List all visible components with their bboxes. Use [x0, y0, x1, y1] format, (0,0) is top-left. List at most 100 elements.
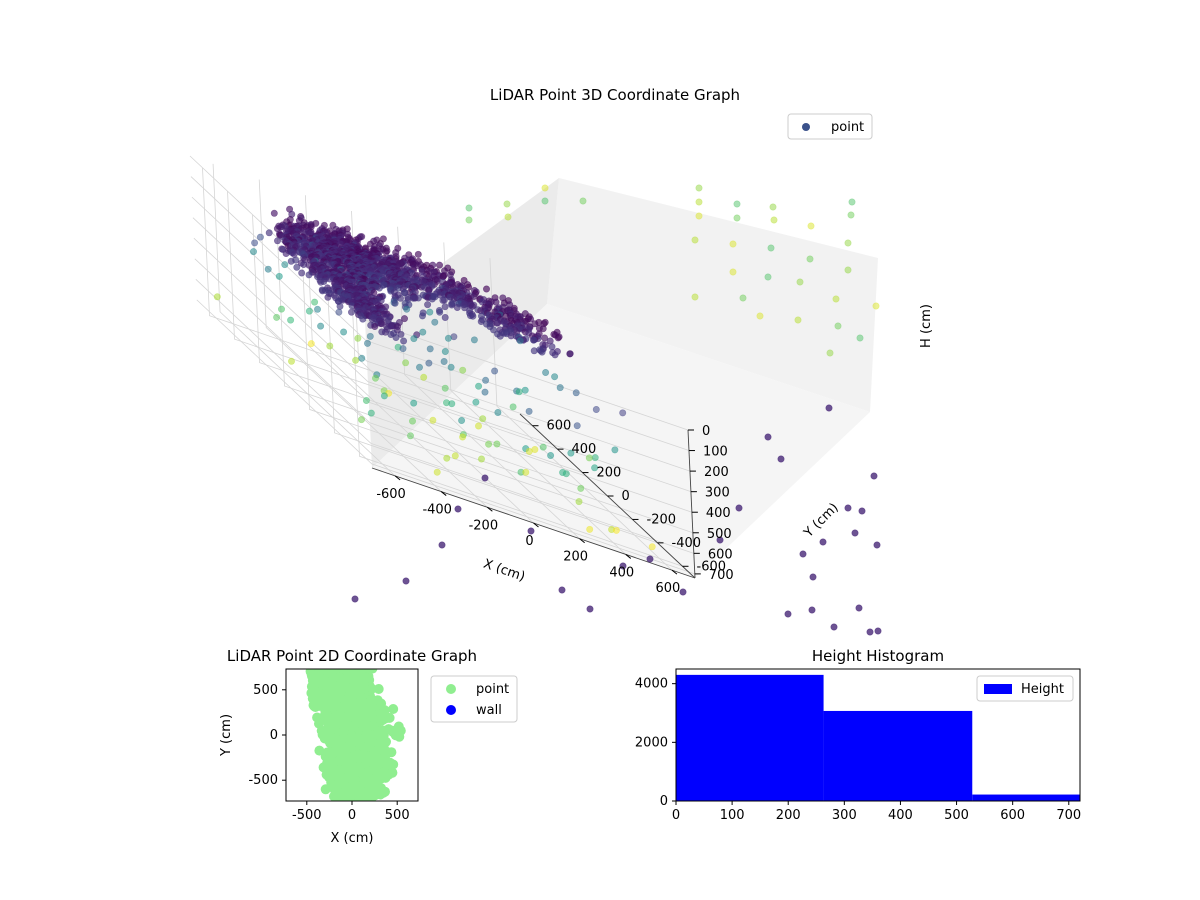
data-point-2d	[328, 764, 339, 775]
data-point-3d	[585, 454, 593, 462]
data-point-3d	[440, 357, 448, 365]
gridline-h	[194, 258, 693, 534]
data-point-2d	[370, 774, 380, 785]
data-point-3d	[577, 484, 585, 492]
data-point-3d	[396, 294, 404, 302]
data-point-3d	[459, 433, 467, 441]
data-point-3d	[509, 403, 517, 411]
data-point-3d	[551, 351, 559, 359]
data-point-3d	[459, 366, 467, 374]
data-point-2d	[393, 721, 404, 732]
data-point-2d	[319, 733, 330, 744]
data-point-3d	[538, 348, 546, 356]
data-point-3d	[504, 213, 512, 221]
data-point-3d	[527, 527, 535, 535]
data-point-3d	[764, 433, 772, 441]
pane-side-wall	[365, 178, 559, 468]
data-point-3d	[834, 322, 842, 330]
data-point-2d	[360, 672, 371, 683]
gridline-y	[327, 284, 658, 544]
data-point-3d	[848, 198, 856, 206]
tick-label-h-3d: 0	[702, 424, 710, 439]
legend-histogram-swatch	[984, 684, 1012, 694]
data-point-3d	[847, 211, 855, 219]
data-point-3d	[530, 336, 538, 344]
y-axis-label-3d: Y (cm)	[801, 500, 842, 541]
data-point-3d	[391, 299, 399, 307]
data-point-3d	[406, 432, 414, 440]
tick-label-x-histogram: 0	[672, 808, 680, 823]
data-point-3d	[441, 313, 449, 321]
tick-label-h-3d: 500	[707, 527, 732, 542]
tick-label-x-histogram: 700	[1056, 808, 1081, 823]
data-point-2d	[349, 736, 360, 747]
legend-histogram-label: Height	[1021, 682, 1064, 697]
data-point-2d	[382, 713, 393, 723]
data-point-3d	[275, 272, 283, 280]
data-point-3d	[367, 409, 375, 417]
data-point-3d	[475, 382, 483, 390]
data-point-3d	[586, 525, 594, 533]
data-point-3d	[539, 325, 547, 333]
legend-3d: point	[787, 113, 873, 140]
data-point-2d	[348, 776, 359, 787]
data-point-3d	[567, 449, 575, 457]
gridline-x	[212, 163, 396, 477]
tick-label-y-histogram: 0	[660, 794, 668, 809]
data-point-3d	[832, 295, 840, 303]
data-point-3d	[380, 392, 388, 400]
data-point-3d	[277, 305, 285, 313]
data-point-2d	[334, 672, 345, 683]
points-2d	[305, 669, 406, 801]
data-point-2d	[357, 713, 368, 724]
data-point-3d	[691, 293, 699, 301]
data-point-3d	[281, 261, 289, 269]
data-point-3d	[425, 359, 433, 367]
tick-x-3d	[579, 538, 585, 544]
data-point-3d	[477, 455, 485, 463]
data-point-3d	[472, 398, 480, 406]
histogram-bar	[972, 794, 1080, 801]
gridline-y	[252, 214, 583, 473]
data-point-3d	[592, 405, 600, 413]
data-point-3d	[855, 604, 863, 612]
data-point-3d	[825, 404, 833, 412]
legend-2d-point-marker	[446, 684, 456, 694]
data-point-3d	[324, 293, 332, 301]
legend-histogram: Height	[976, 675, 1074, 702]
data-point-3d	[646, 555, 654, 563]
data-point-3d	[556, 384, 564, 392]
data-point-3d	[872, 302, 880, 310]
tick-label-y-3d: -200	[647, 512, 677, 527]
data-point-3d	[530, 347, 538, 355]
data-point-2d	[381, 759, 392, 770]
data-point-3d	[695, 212, 703, 220]
data-point-3d	[465, 216, 473, 224]
data-point-3d	[494, 408, 502, 416]
data-point-2d	[357, 697, 368, 708]
data-point-3d	[435, 261, 443, 269]
data-point-2d	[342, 714, 352, 725]
data-point-3d	[436, 308, 444, 316]
tick-label-h-3d: 600	[708, 547, 733, 562]
data-point-3d	[317, 278, 325, 286]
legend-2d-wall-label: wall	[476, 703, 502, 718]
data-point-2d	[314, 669, 325, 677]
data-point-2d	[360, 751, 371, 762]
data-point-2d	[388, 704, 399, 714]
chart-3d: LiDAR Point 3D Coordinate Graph -600 -400…	[189, 86, 934, 636]
data-point-3d	[796, 278, 804, 286]
data-point-3d	[733, 200, 741, 208]
legend-3d-marker	[802, 123, 810, 131]
data-point-3d	[363, 339, 371, 347]
data-point-2d	[315, 689, 326, 700]
tick-label-y-2d: 500	[253, 683, 278, 698]
tick-label-y-3d: 400	[572, 442, 597, 457]
tick-label-x-3d: 400	[609, 565, 634, 580]
data-point-2d	[314, 745, 325, 756]
data-point-3d	[764, 273, 772, 281]
data-point-3d	[382, 248, 390, 256]
data-point-3d	[287, 316, 295, 324]
data-point-3d	[579, 197, 587, 205]
tick-x-3d	[625, 554, 632, 559]
